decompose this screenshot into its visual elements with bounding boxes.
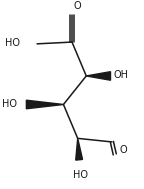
Text: O: O [74, 1, 82, 11]
Polygon shape [26, 100, 64, 109]
Polygon shape [86, 72, 110, 80]
Text: HO: HO [73, 170, 88, 180]
Text: O: O [119, 145, 127, 155]
Text: OH: OH [113, 70, 128, 80]
Text: HO: HO [5, 38, 20, 48]
Polygon shape [76, 138, 83, 160]
Text: HO: HO [2, 99, 17, 109]
